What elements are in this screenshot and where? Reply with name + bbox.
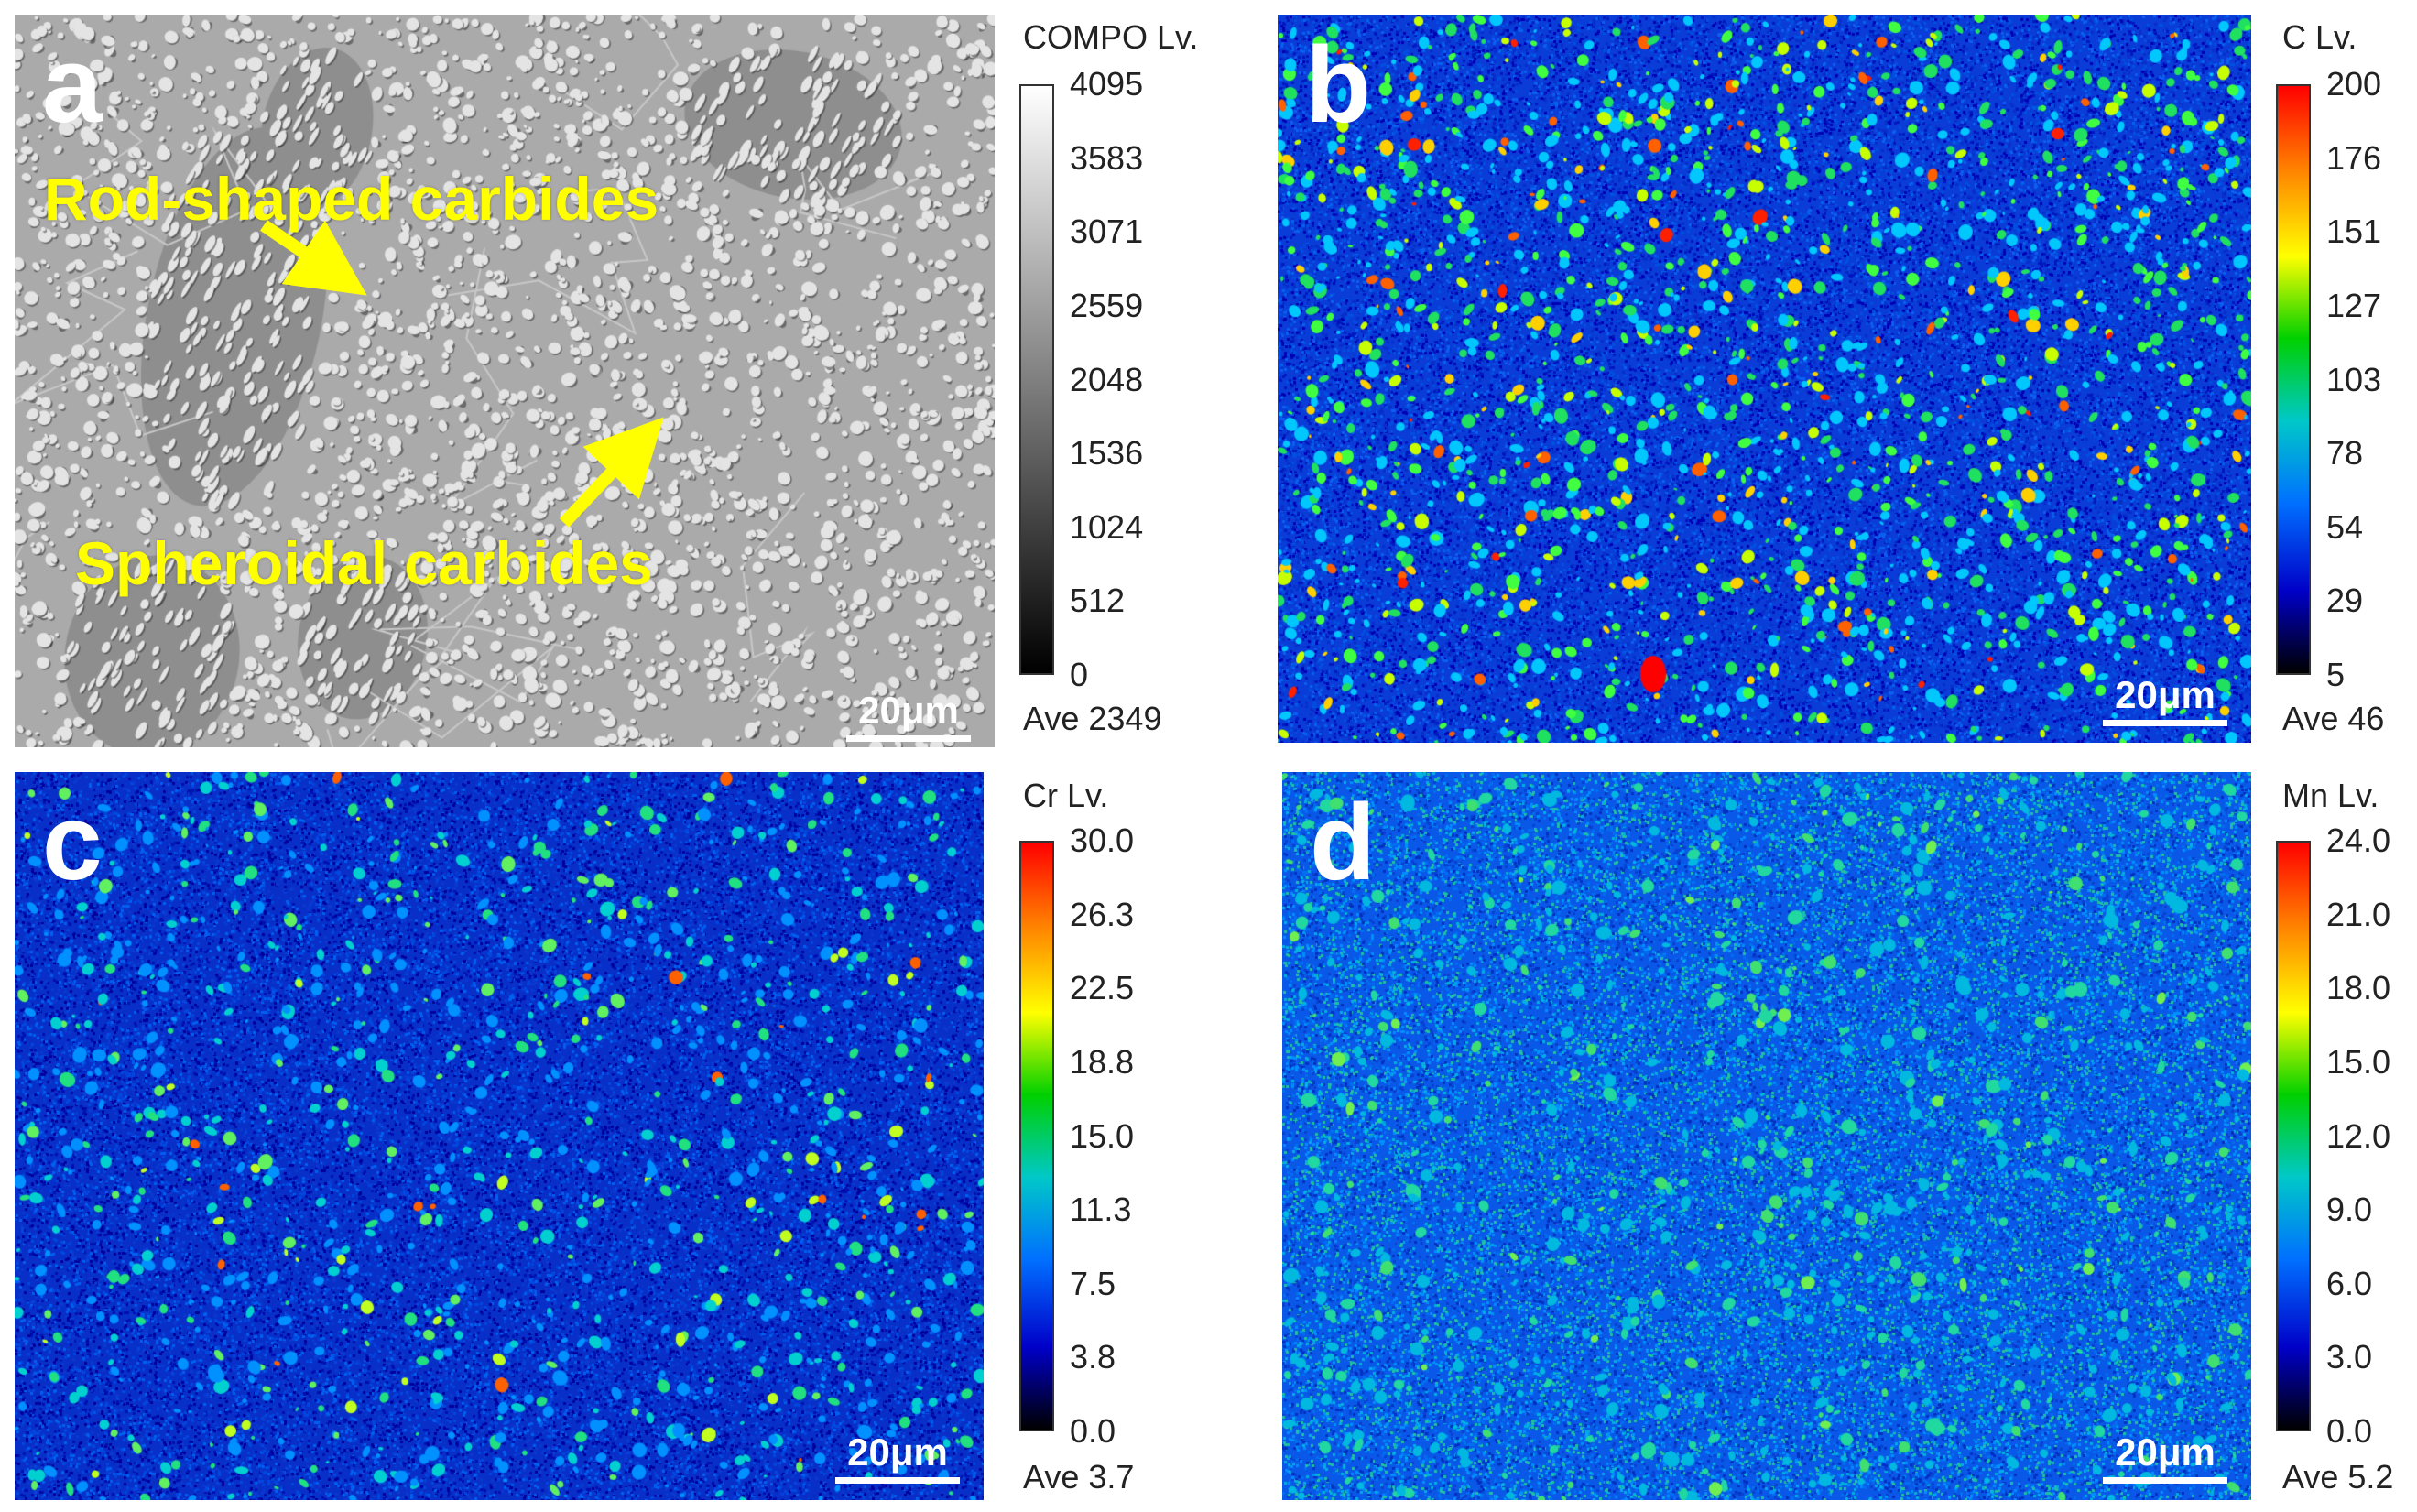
colorbar-title-a: COMPO Lv. xyxy=(1023,18,1199,56)
colorbar-tick-label: 24.0 xyxy=(2326,821,2391,859)
colorbar-b xyxy=(2276,84,2311,675)
colorbar-c xyxy=(1019,841,1054,1431)
carbon-map xyxy=(1278,15,2251,743)
colorbar-tick-label: 29 xyxy=(2326,582,2364,620)
colorbar-tick-label: 6.0 xyxy=(2326,1264,2373,1302)
colorbar-average-c: Ave 3.7 xyxy=(1023,1458,1135,1496)
colorbar-title-c: Cr Lv. xyxy=(1023,777,1109,814)
scale-bar-line xyxy=(846,735,971,742)
colorbar-tick-label: 0.0 xyxy=(2326,1412,2373,1450)
colorbar-tick-label: 1536 xyxy=(1070,434,1144,473)
scale-bar-line xyxy=(835,1477,960,1484)
arrow-to-spheroidal-carbides xyxy=(559,417,664,528)
colorbar-tick-label: 176 xyxy=(2326,138,2382,177)
colorbar-tick-label: 11.3 xyxy=(1070,1191,1132,1229)
colorbar-tick-label: 54 xyxy=(2326,507,2364,546)
colorbar-tick-label: 21.0 xyxy=(2326,895,2391,933)
colorbar-average-d: Ave 5.2 xyxy=(2282,1458,2394,1496)
panel-b-image: b 20μm xyxy=(1278,15,2251,743)
panel-label-a: a xyxy=(42,25,103,146)
panel-d-image: d 20μm xyxy=(1282,772,2251,1500)
colorbar-tick-label: 78 xyxy=(2326,434,2364,473)
colorbar-tick-label: 22.5 xyxy=(1070,969,1135,1007)
colorbar-tick-label: 1024 xyxy=(1070,507,1144,546)
colorbar-average-b: Ave 46 xyxy=(2282,700,2385,737)
colorbar-tick-label: 7.5 xyxy=(1070,1264,1116,1302)
colorbar-tick-label: 2048 xyxy=(1070,360,1144,398)
colorbar-tick-label: 12.0 xyxy=(2326,1116,2391,1155)
annotation-arrows xyxy=(260,220,664,528)
panel-c-image: c 20μm xyxy=(15,772,984,1500)
scale-bar-label: 20μm xyxy=(858,689,959,732)
colorbar-average-a: Ave 2349 xyxy=(1023,700,1162,737)
colorbar-tick-label: 18.0 xyxy=(2326,969,2391,1007)
manganese-map xyxy=(1282,772,2251,1500)
scale-bar-line xyxy=(2103,720,2227,726)
bse-micrograph xyxy=(15,15,995,747)
colorbar-tick-label: 3071 xyxy=(1070,212,1144,251)
annotation-spheroidal-carbides: Spheroidal carbides xyxy=(75,529,653,597)
colorbar-a xyxy=(1019,84,1054,675)
colorbar-tick-label: 3583 xyxy=(1070,138,1144,177)
colorbar-title-d: Mn Lv. xyxy=(2282,777,2379,814)
scale-bar-label: 20μm xyxy=(2115,1430,2216,1474)
colorbar-tick-label: 9.0 xyxy=(2326,1191,2373,1229)
colorbar-tick-label: 103 xyxy=(2326,360,2382,398)
colorbar-tick-label: 5 xyxy=(2326,656,2346,693)
scale-bar-c: 20μm xyxy=(835,1433,960,1484)
colorbar-tick-label: 127 xyxy=(2326,286,2382,324)
colorbar-tick-label: 151 xyxy=(2326,212,2382,251)
scale-bar-line xyxy=(2103,1477,2227,1484)
scale-bar-a: 20μm xyxy=(846,691,971,742)
colorbar-tick-label: 4095 xyxy=(1070,65,1144,103)
colorbar-tick-label: 30.0 xyxy=(1070,821,1135,859)
colorbar-title-b: C Lv. xyxy=(2282,18,2357,56)
chromium-map xyxy=(15,772,984,1500)
colorbar-tick-label: 26.3 xyxy=(1070,895,1135,933)
scale-bar-d: 20μm xyxy=(2103,1433,2227,1484)
colorbar-tick-label: 0.0 xyxy=(1070,1412,1116,1450)
colorbar-tick-label: 3.0 xyxy=(2326,1338,2373,1376)
colorbar-tick-label: 3.8 xyxy=(1070,1338,1116,1376)
colorbar-tick-label: 15.0 xyxy=(1070,1116,1135,1155)
colorbar-tick-label: 2559 xyxy=(1070,286,1144,324)
annotation-rod-shaped-carbides: Rod-shaped carbides xyxy=(44,165,659,233)
scale-bar-b: 20μm xyxy=(2103,676,2227,726)
arrow-to-rod-carbides xyxy=(260,220,367,296)
scale-bar-label: 20μm xyxy=(2115,673,2216,716)
colorbar-tick-label: 18.8 xyxy=(1070,1042,1135,1081)
panel-label-b: b xyxy=(1305,25,1372,146)
colorbar-tick-label: 15.0 xyxy=(2326,1042,2391,1081)
colorbar-tick-label: 0 xyxy=(1070,656,1089,693)
colorbar-tick-label: 200 xyxy=(2326,65,2382,103)
colorbar-tick-label: 512 xyxy=(1070,582,1126,620)
panel-a-image: a Rod-shaped carbides Spheroidal carbide… xyxy=(15,15,995,747)
colorbar-d xyxy=(2276,841,2311,1431)
panel-label-c: c xyxy=(42,782,103,903)
panel-label-d: d xyxy=(1310,782,1377,903)
scale-bar-label: 20μm xyxy=(847,1430,948,1474)
